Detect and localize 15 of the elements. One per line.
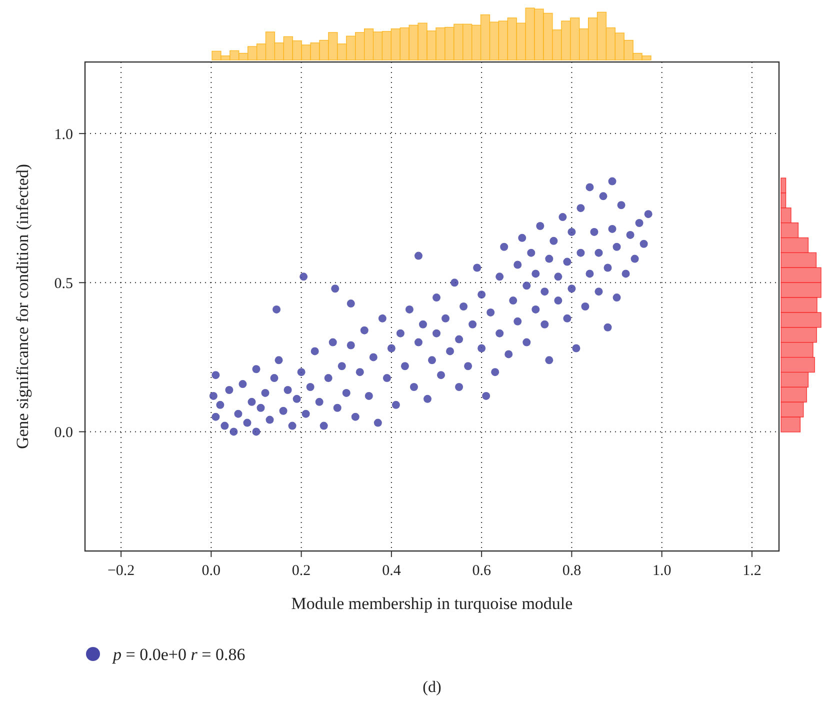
x-tick-label: 0.2 [292,563,311,579]
x-tick-label: 0.6 [472,563,492,579]
x-tick-label: 1.2 [742,563,762,579]
x-tick-label: 1.0 [652,563,672,579]
y-axis-title: Gene significance for condition (infected) [13,164,32,450]
y-tick-label: 0.0 [54,424,73,441]
x-tick-label: 0.8 [562,563,582,579]
x-tick-label: 0.0 [202,563,221,579]
x-axis-title: Module membership in turquoise module [291,594,573,613]
legend-label: p = 0.0e+0 r = 0.86 [112,644,246,664]
y-tick-label: 1.0 [54,126,73,143]
x-tick-label: 0.4 [382,563,402,579]
text: (d) [422,679,442,696]
y-tick-label: 0.5 [54,276,73,292]
x-tick-label: −0.2 [107,563,135,579]
